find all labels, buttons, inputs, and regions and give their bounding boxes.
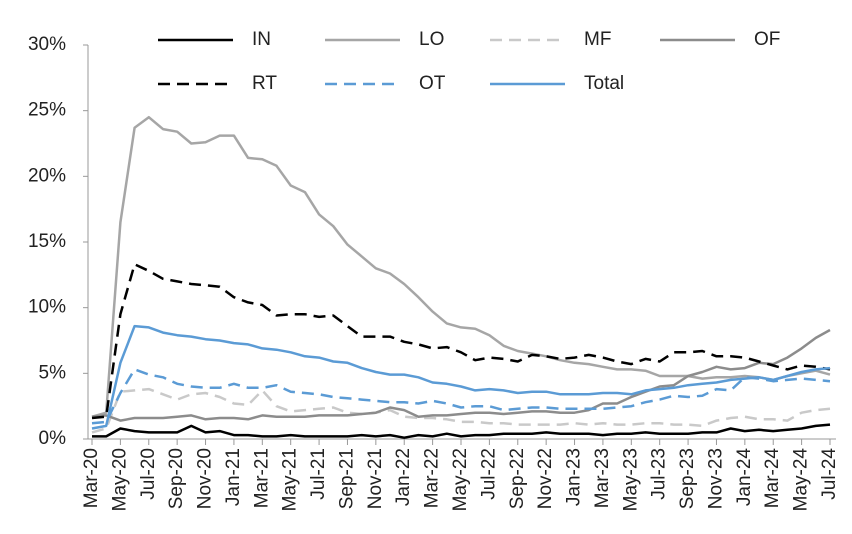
x-tick-label: May-24 (791, 448, 812, 512)
x-tick-label: Mar-22 (422, 448, 443, 508)
series-line (91, 115, 831, 418)
x-tick-label: May-23 (620, 448, 641, 511)
series-line (91, 324, 831, 430)
x-tick-label: Jan-24 (734, 448, 755, 507)
x-tick-label: Jul-22 (478, 448, 499, 500)
x-tick-label: Nov-20 (195, 448, 216, 509)
legend-label: Total (584, 73, 624, 94)
x-tick-label: May-22 (450, 448, 471, 511)
x-tick-label: Nov-21 (365, 448, 386, 509)
y-tick-label: 30% (28, 34, 66, 55)
x-tick-label: Jul-24 (819, 448, 840, 500)
x-tick-label: Mar-20 (81, 448, 102, 508)
legend-label: OT (419, 73, 446, 94)
x-tick-label: Sep-22 (507, 448, 528, 509)
series-line (91, 263, 831, 420)
legend-label: LO (419, 29, 444, 50)
series-line (92, 423, 831, 439)
x-tick-label: Jul-21 (308, 448, 329, 500)
x-tick-label: Mar-24 (762, 448, 783, 509)
x-tick-label: Sep-21 (336, 448, 357, 509)
y-tick-label: 25% (28, 100, 66, 121)
y-tick-label: 10% (28, 297, 66, 318)
x-tick-label: Mar-23 (592, 448, 613, 508)
y-tick-label: 20% (28, 165, 66, 186)
y-tick-label: 0% (39, 428, 67, 449)
legend-label: MF (584, 29, 611, 50)
series-line (91, 328, 831, 422)
x-tick-label: Jul-23 (649, 448, 670, 500)
y-tick-label: 5% (39, 362, 67, 383)
x-tick-label: Jan-22 (393, 448, 414, 506)
legend-label: RT (252, 73, 277, 94)
y-tick-label: 15% (28, 231, 66, 252)
x-tick-label: Jan-21 (223, 448, 244, 506)
x-tick-label: Mar-21 (251, 448, 272, 508)
x-tick-label: Nov-22 (535, 448, 556, 509)
legend-label: IN (252, 29, 271, 50)
x-tick-label: May-20 (109, 448, 130, 511)
x-tick-label: Jul-20 (138, 448, 159, 500)
series-line (91, 387, 831, 434)
x-tick-label: Sep-20 (166, 448, 187, 509)
series-line (91, 368, 831, 425)
x-tick-label: May-21 (280, 448, 301, 511)
x-tick-label: Nov-23 (705, 448, 726, 509)
x-tick-label: Jan-23 (564, 448, 585, 506)
legend-label: OF (754, 29, 780, 50)
x-tick-label: Sep-23 (677, 448, 698, 509)
